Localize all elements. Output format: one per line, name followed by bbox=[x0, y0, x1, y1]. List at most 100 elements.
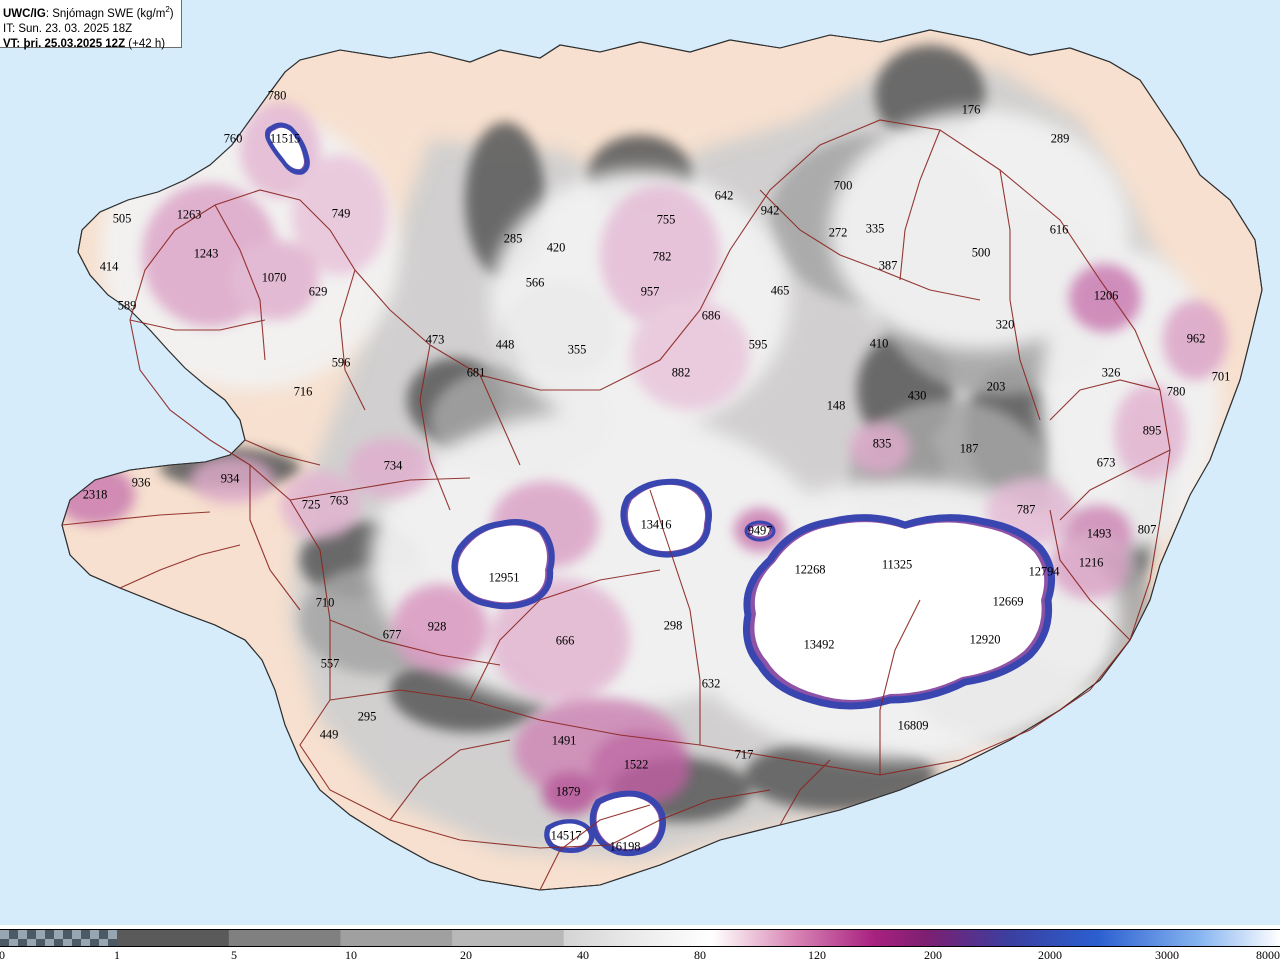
valid-time-value: þri. 25.03.2025 12Z bbox=[23, 37, 126, 50]
swe-value-label: 807 bbox=[1137, 522, 1157, 537]
swe-value-label: 616 bbox=[1049, 222, 1069, 237]
swe-value-label: 187 bbox=[959, 441, 979, 456]
map-canvas[interactable]: 780 760 11515 749 1263 505 1243 414 1070 629 589 59… bbox=[0, 0, 1280, 925]
swe-value-label: 12268 bbox=[794, 562, 826, 577]
swe-value-label: 1243 bbox=[193, 246, 219, 261]
swe-value-label: 326 bbox=[1101, 365, 1121, 380]
swe-value-label: 780 bbox=[267, 88, 287, 103]
swe-value-label: 1263 bbox=[176, 207, 202, 222]
colorbar-tick: 200 bbox=[924, 948, 942, 960]
swe-value-label: 298 bbox=[663, 618, 683, 633]
swe-value-label: 320 bbox=[995, 317, 1015, 332]
lead-time-value: (+42 h) bbox=[125, 37, 166, 50]
swe-value-label: 1216 bbox=[1078, 555, 1104, 570]
swe-value-label: 895 bbox=[1142, 423, 1162, 438]
valid-time-label: VT: bbox=[3, 37, 24, 50]
swe-value-label: 701 bbox=[1211, 369, 1231, 384]
swe-value-label: 430 bbox=[907, 388, 927, 403]
swe-value-label: 203 bbox=[986, 379, 1006, 394]
iceland-map-svg bbox=[61, 29, 1263, 891]
swe-field bbox=[62, 45, 1227, 860]
swe-value-label: 710 bbox=[315, 595, 335, 610]
swe-value-label: 666 bbox=[555, 633, 575, 648]
colorbar-tick: 3000 bbox=[1155, 948, 1179, 960]
coastline bbox=[61, 29, 1263, 891]
swe-value-label: 387 bbox=[878, 258, 898, 273]
swe-value-label: 957 bbox=[640, 284, 660, 299]
colorbar-tick: 120 bbox=[808, 948, 826, 960]
swe-value-label: 1491 bbox=[551, 733, 577, 748]
swe-value-label: 760 bbox=[223, 131, 243, 146]
swe-value-label: 882 bbox=[671, 365, 691, 380]
swe-value-label: 272 bbox=[828, 225, 848, 240]
swe-value-label: 934 bbox=[220, 471, 240, 486]
colorbar-tick-labels: 0 1 5 10 20 40 80 120 200 2000 3000 8000 bbox=[0, 948, 1280, 960]
parameter-line: UWC/IG: Snjómagn SWE (kg/m2) bbox=[3, 2, 178, 22]
swe-value-label: 13416 bbox=[640, 517, 672, 532]
swe-value-label: 289 bbox=[1050, 131, 1070, 146]
swe-value-label: 716 bbox=[293, 384, 313, 399]
swe-value-label: 420 bbox=[546, 240, 566, 255]
swe-value-label: 448 bbox=[495, 337, 515, 352]
swe-value-label: 2318 bbox=[82, 487, 108, 502]
swe-value-label: 755 bbox=[656, 212, 676, 227]
swe-value-label: 285 bbox=[503, 231, 523, 246]
colorbar-scale bbox=[0, 929, 1280, 947]
swe-value-label: 505 bbox=[112, 211, 132, 226]
init-time-value: Sun. 23. 03. 2025 18Z bbox=[18, 22, 133, 35]
colorbar-tick: 5 bbox=[231, 948, 237, 960]
swe-value-label: 686 bbox=[701, 308, 721, 323]
swe-value-label: 632 bbox=[701, 676, 721, 691]
valid-time-line: VT: þri. 25.03.2025 12Z (+42 h) bbox=[3, 37, 178, 52]
swe-value-label: 673 bbox=[1096, 455, 1116, 470]
swe-value-label: 942 bbox=[760, 203, 780, 218]
swe-value-label: 1493 bbox=[1086, 526, 1112, 541]
swe-value-label: 9497 bbox=[747, 523, 773, 538]
model-name: UWC/IG bbox=[3, 7, 46, 20]
swe-value-label: 295 bbox=[357, 709, 377, 724]
swe-value-label: 1879 bbox=[555, 784, 581, 799]
colorbar-tick: 0 bbox=[0, 948, 5, 960]
colorbar-tick: 8000 bbox=[1256, 948, 1280, 960]
swe-value-label: 16809 bbox=[897, 718, 929, 733]
swe-value-label: 677 bbox=[382, 627, 402, 642]
parameter-name: Snjómagn SWE (kg/m bbox=[52, 7, 166, 20]
parameter-name-end: ) bbox=[169, 7, 174, 20]
swe-value-label: 835 bbox=[872, 436, 892, 451]
swe-value-label: 629 bbox=[308, 284, 328, 299]
swe-value-label: 725 bbox=[301, 497, 321, 512]
swe-value-label: 410 bbox=[869, 336, 889, 351]
swe-value-label: 928 bbox=[427, 619, 447, 634]
header-separator: : bbox=[45, 7, 53, 20]
swe-value-label: 782 bbox=[652, 249, 672, 264]
swe-value-label: 780 bbox=[1166, 384, 1186, 399]
swe-value-label: 749 bbox=[331, 206, 351, 221]
swe-value-label: 335 bbox=[865, 221, 885, 236]
swe-value-label: 176 bbox=[961, 102, 981, 117]
swe-value-label: 414 bbox=[99, 259, 119, 274]
swe-value-label: 557 bbox=[320, 656, 340, 671]
colorbar-checker-segment bbox=[0, 930, 117, 946]
road-network bbox=[61, 119, 1171, 891]
swe-value-label: 500 bbox=[971, 245, 991, 260]
swe-value-label: 1522 bbox=[623, 757, 649, 772]
init-time-label: IT: bbox=[3, 22, 19, 35]
swe-value-label: 787 bbox=[1016, 502, 1036, 517]
colorbar-tick: 1 bbox=[114, 948, 120, 960]
unit-exponent: 2 bbox=[165, 5, 170, 14]
swe-value-label: 355 bbox=[567, 342, 587, 357]
init-time-line: IT: Sun. 23. 03. 2025 18Z bbox=[3, 22, 178, 37]
swe-value-label: 1206 bbox=[1093, 288, 1119, 303]
swe-value-label: 596 bbox=[331, 355, 351, 370]
colorbar-gradient-segment bbox=[117, 930, 1280, 946]
swe-value-label: 12669 bbox=[992, 594, 1024, 609]
swe-value-label: 681 bbox=[466, 365, 486, 380]
map-info-box: UWC/IG: Snjómagn SWE (kg/m2) IT: Sun. 23… bbox=[0, 0, 182, 50]
colorbar-tick: 80 bbox=[694, 948, 706, 960]
colorbar-tick: 40 bbox=[577, 948, 589, 960]
colorbar-tick: 2000 bbox=[1038, 948, 1062, 960]
swe-value-label: 11515 bbox=[269, 131, 301, 146]
swe-value-label: 962 bbox=[1186, 331, 1206, 346]
swe-value-label: 449 bbox=[319, 727, 339, 742]
swe-value-label: 465 bbox=[770, 283, 790, 298]
